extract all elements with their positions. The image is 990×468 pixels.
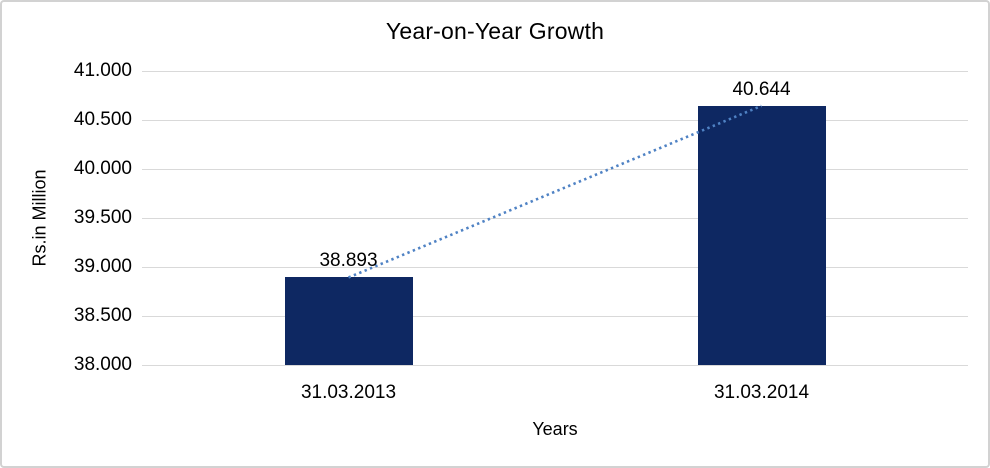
y-axis-tick-label: 39.000 — [73, 256, 132, 277]
y-axis-tick-label: 38.500 — [73, 305, 132, 326]
gridline — [142, 267, 968, 268]
gridline — [142, 169, 968, 170]
x-axis-category-label: 31.03.2014 — [713, 382, 810, 403]
trendline — [348, 104, 762, 279]
chart-title: Year-on-Year Growth — [385, 18, 605, 44]
gridline — [142, 365, 968, 366]
y-axis-tick-label: 40.000 — [73, 158, 132, 179]
gridline — [142, 218, 968, 219]
bar — [284, 277, 413, 365]
bar — [697, 105, 826, 365]
x-axis-category-label: 31.03.2013 — [300, 382, 397, 403]
bar-data-label: 40.644 — [732, 78, 791, 100]
y-axis-tick-label: 40.500 — [73, 109, 132, 130]
gridline — [142, 71, 968, 72]
y-axis-tick-label: 39.500 — [73, 207, 132, 228]
plot-area: 38.893 40.644 — [142, 71, 968, 366]
gridline — [142, 120, 968, 121]
x-axis-title: Years — [532, 419, 578, 439]
y-axis-tick-label: 38.000 — [73, 354, 132, 375]
y-axis-tick-label: 41.000 — [73, 60, 132, 81]
bar-data-label: 38.893 — [319, 250, 378, 272]
gridline — [142, 316, 968, 317]
